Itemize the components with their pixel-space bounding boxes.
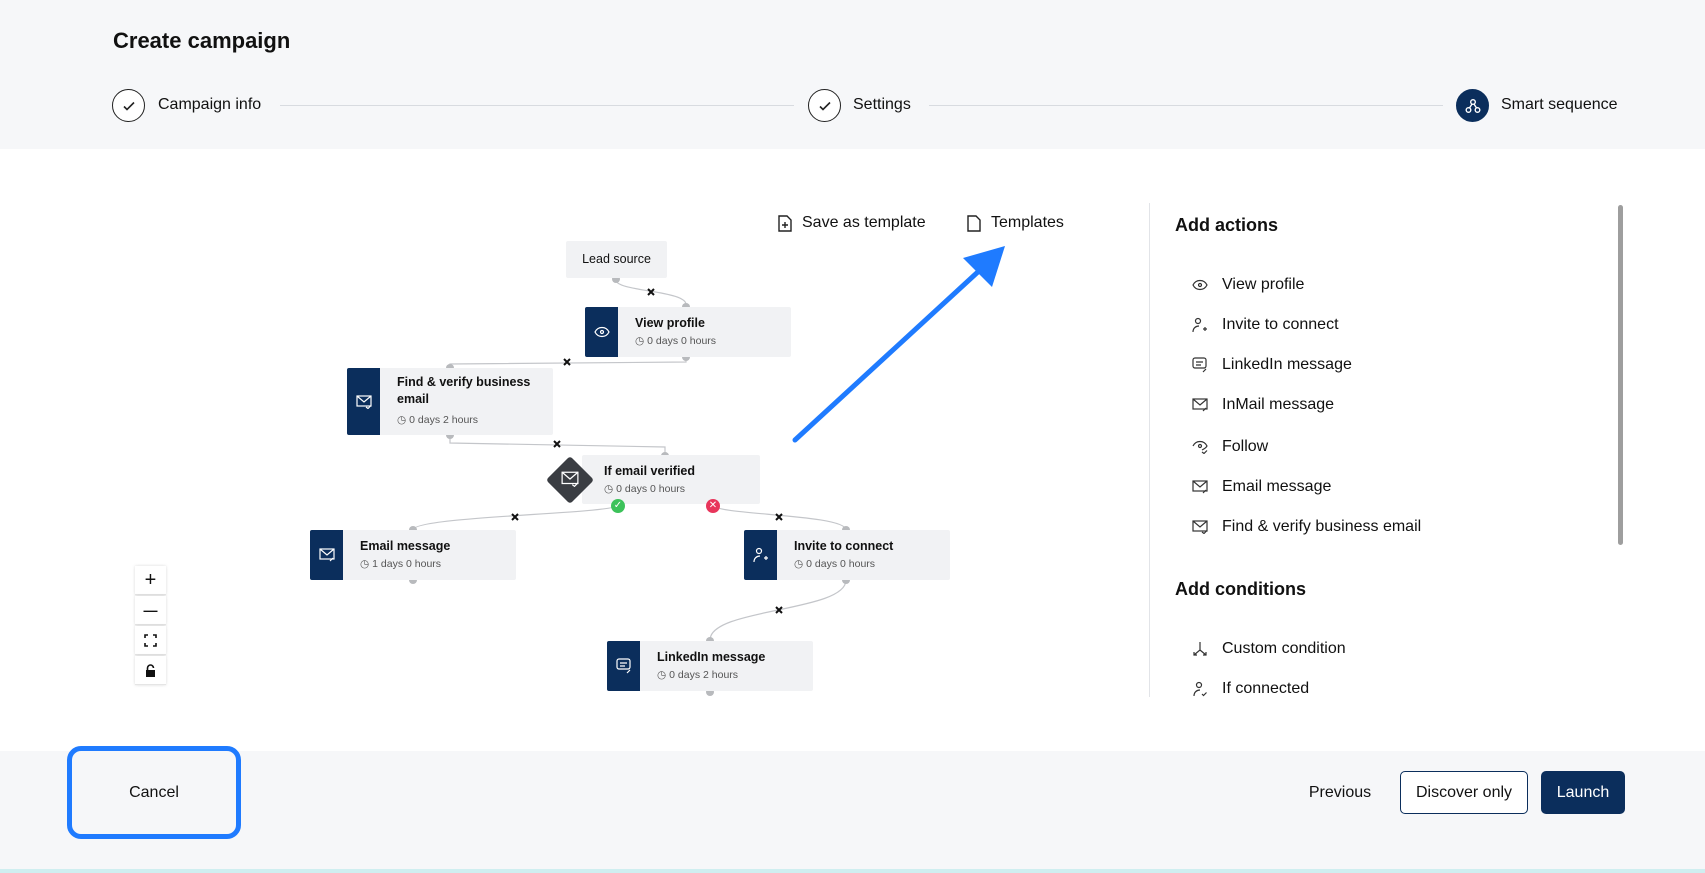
page-title: Create campaign	[113, 28, 291, 53]
action-inmail-message[interactable]: InMail message	[1190, 395, 1334, 415]
add-conditions-heading: Add conditions	[1175, 579, 1306, 599]
add-actions-heading: Add actions	[1175, 215, 1279, 235]
discover-only-button[interactable]: Discover only	[1400, 771, 1528, 814]
node-delay: ◷ 0 days 0 hours	[635, 335, 717, 347]
eye-icon	[585, 307, 618, 357]
node-title: Invite to connect	[794, 539, 894, 553]
header	[0, 0, 1705, 149]
step-smart-sequence[interactable]: Smart sequence	[1501, 96, 1618, 113]
zoom-in-button[interactable]: +	[135, 566, 166, 595]
node-title: Find & verify business email	[397, 375, 531, 406]
node-email-message[interactable]: Email message ◷ 1 days 0 hours	[310, 530, 516, 580]
clock-icon: ◷	[657, 669, 667, 681]
condition-custom[interactable]: Custom condition	[1190, 639, 1346, 659]
bottom-edge	[0, 869, 1705, 873]
fit-view-button[interactable]	[135, 626, 166, 655]
action-follow[interactable]: Follow	[1190, 437, 1268, 457]
panel-scrollbar[interactable]	[1618, 205, 1623, 545]
node-delay: ◷ 1 days 0 hours	[360, 558, 442, 570]
mail-send-icon	[1190, 477, 1210, 497]
step-settings-check-icon[interactable]	[808, 89, 841, 122]
node-delay: ◷ 0 days 2 hours	[397, 414, 479, 426]
cancel-highlight-annotation	[67, 746, 241, 839]
step-campaign-info[interactable]: Campaign info	[158, 96, 262, 113]
step-connector	[929, 105, 1443, 106]
eye-check-icon	[1190, 437, 1210, 457]
cancel-button[interactable]: Cancel	[129, 783, 179, 801]
user-plus-icon	[744, 530, 777, 580]
node-view-profile[interactable]: View profile ◷ 0 days 0 hours	[585, 307, 791, 357]
templates-button[interactable]: Templates	[967, 214, 1064, 232]
step-connector	[280, 105, 794, 106]
node-lead-source[interactable]: Lead source	[566, 241, 667, 278]
user-check-icon	[1190, 679, 1210, 699]
node-delay: ◷ 0 days 0 hours	[794, 558, 876, 570]
chat-send-icon	[607, 641, 640, 691]
node-title: If email verified	[604, 464, 696, 478]
panel-divider	[1149, 203, 1150, 697]
zoom-out-button[interactable]: —	[135, 596, 166, 625]
mail-send-icon	[1190, 395, 1210, 415]
node-title: View profile	[635, 316, 705, 330]
lock-button[interactable]	[135, 656, 166, 685]
mail-check-icon	[1190, 517, 1210, 537]
save-as-template-button[interactable]: Save as template	[778, 214, 926, 232]
node-title: Email message	[360, 539, 451, 553]
action-invite-to-connect[interactable]: Invite to connect	[1190, 315, 1339, 335]
sequence-icon[interactable]	[1456, 89, 1489, 122]
split-icon	[1190, 639, 1210, 659]
mail-send-icon	[310, 530, 343, 580]
condition-if-connected[interactable]: If connected	[1190, 679, 1309, 699]
fit-view-icon	[144, 633, 157, 647]
node-linkedin-message[interactable]: LinkedIn message ◷ 0 days 2 hours	[607, 641, 813, 691]
clock-icon: ◷	[794, 558, 804, 570]
clock-icon: ◷	[604, 483, 614, 495]
user-plus-icon	[1190, 315, 1210, 335]
step-campaign-info-check-icon[interactable]	[112, 89, 145, 122]
node-delay: ◷ 0 days 0 hours	[604, 483, 686, 495]
file-icon	[967, 214, 981, 232]
mail-check-icon	[347, 368, 380, 435]
node-if-email-verified[interactable]: If email verified ◷ 0 days 0 hours	[582, 455, 760, 504]
action-find-verify-email[interactable]: Find & verify business email	[1190, 517, 1421, 537]
no-branch-x-icon[interactable]: ✕	[706, 499, 720, 513]
mail-check-icon	[561, 471, 579, 492]
node-title: Lead source	[582, 252, 651, 266]
lock-icon	[146, 663, 155, 677]
yes-branch-check-icon[interactable]: ✓	[611, 499, 625, 513]
node-find-verify-email[interactable]: Find & verify business email ◷ 0 days 2 h…	[347, 368, 553, 435]
node-delay: ◷ 0 days 2 hours	[657, 669, 739, 681]
action-view-profile[interactable]: View profile	[1190, 275, 1304, 295]
node-title: LinkedIn message	[657, 650, 766, 664]
step-settings[interactable]: Settings	[853, 96, 911, 113]
file-plus-icon	[778, 214, 792, 232]
clock-icon: ◷	[397, 414, 407, 426]
previous-button[interactable]: Previous	[1308, 783, 1372, 801]
node-invite-to-connect[interactable]: Invite to connect ◷ 0 days 0 hours	[744, 530, 950, 580]
eye-icon	[1190, 275, 1210, 295]
action-email-message[interactable]: Email message	[1190, 477, 1331, 497]
annotation-arrow	[792, 246, 1005, 443]
save-as-template-label: Save as template	[802, 214, 926, 231]
action-linkedin-message[interactable]: LinkedIn message	[1190, 355, 1352, 375]
clock-icon: ◷	[635, 335, 645, 347]
launch-button[interactable]: Launch	[1541, 771, 1625, 814]
templates-label: Templates	[991, 214, 1064, 231]
chat-send-icon	[1190, 355, 1210, 375]
clock-icon: ◷	[360, 558, 370, 570]
